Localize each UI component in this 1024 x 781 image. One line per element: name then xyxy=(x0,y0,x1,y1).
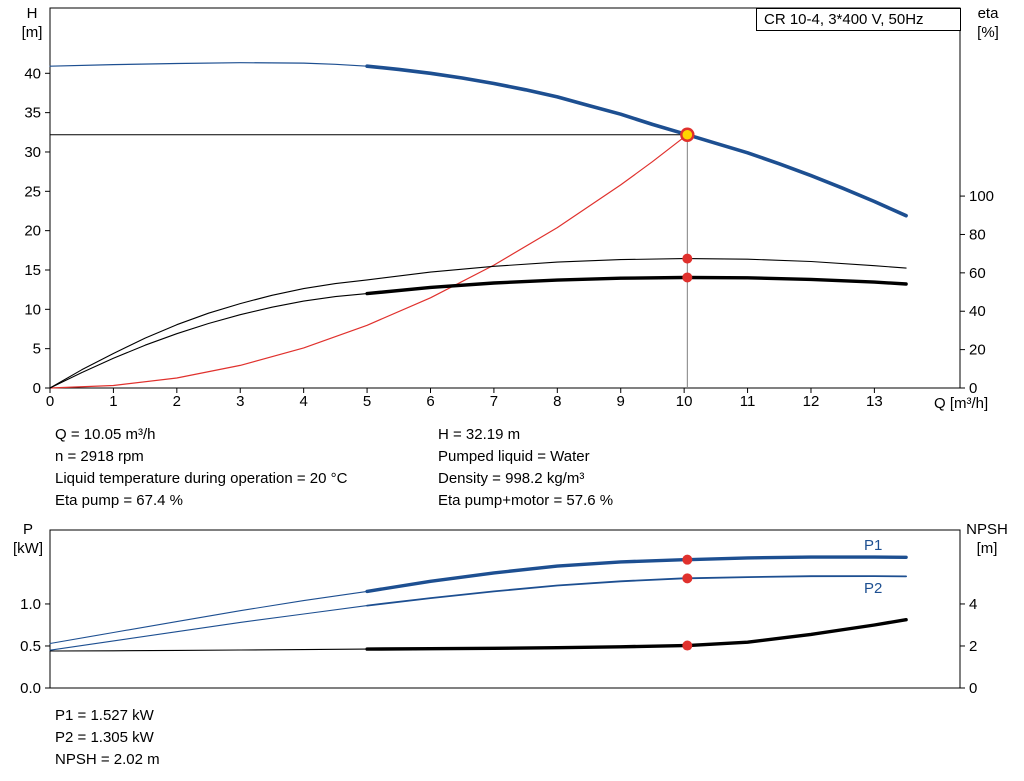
x-tick-label: 5 xyxy=(363,393,371,410)
info-pumped-liquid: Pumped liquid = Water xyxy=(438,448,590,465)
flow-axis-title: Q [m³/h] xyxy=(934,395,989,412)
power-axis-title-symbol: P xyxy=(22,521,33,538)
y-left-tick-label: 40 xyxy=(24,65,41,82)
info-head: H = 32.19 m xyxy=(438,426,521,443)
x-tick-label: 10 xyxy=(676,393,693,410)
x-tick-label: 8 xyxy=(553,393,561,410)
x-tick-label: 13 xyxy=(866,393,883,410)
eta-axis-title: eta [%] xyxy=(966,4,1010,42)
eta-pump-motor-curve-thin xyxy=(49,293,368,389)
y-left-tick-label: 30 xyxy=(24,144,41,161)
head-axis-title-symbol: H xyxy=(26,5,38,22)
operating-info-right: H = 32.19 m Pumped liquid = Water Densit… xyxy=(438,424,613,512)
eta-axis-title-symbol: eta xyxy=(977,5,999,22)
result-p2: P2 = 1.305 kW xyxy=(55,729,154,746)
power-npsh-chart: 0.0 0.5 1.0 0 2 4 xyxy=(20,529,977,697)
eta-pump-motor-curve xyxy=(365,275,908,296)
y-right-tick-label: 100 xyxy=(969,188,994,205)
info-eta-pump-motor: Eta pump+motor = 57.6 % xyxy=(438,492,614,509)
power-axis-title: P [kW] xyxy=(6,520,50,558)
head-efficiency-chart: 0 1 2 3 4 5 6 7 8 9 10 11 12 130510152025303540020406… xyxy=(24,7,994,410)
npsh-axis-title-symbol: NPSH xyxy=(966,521,1008,538)
head-axis-title-unit: [m] xyxy=(21,24,43,41)
operating-point[interactable] xyxy=(680,127,695,142)
y-right-tick-label: 4 xyxy=(969,596,977,613)
x-tick-label: 0 xyxy=(46,393,54,410)
plot-frame xyxy=(49,7,961,389)
plot-frame xyxy=(49,529,961,689)
x-tick-label: 7 xyxy=(490,393,498,410)
pump-title-box: CR 10-4, 3*400 V, 50Hz xyxy=(756,8,961,31)
x-tick-label: 4 xyxy=(299,393,307,410)
p2-curve-label: P2 xyxy=(864,580,883,597)
x-tick-label: 12 xyxy=(803,393,820,410)
eta-pump-motor-duty-dot xyxy=(682,272,693,283)
y-right-tick-label: 0 xyxy=(969,680,977,697)
results-block: P1 = 1.527 kW P2 = 1.305 kW NPSH = 2.02 … xyxy=(55,705,160,771)
y-left-tick-label: 0 xyxy=(33,380,41,397)
y-right-tick-label: 2 xyxy=(969,638,977,655)
power-axis-title-unit: [kW] xyxy=(13,540,43,557)
x-tick-label: 6 xyxy=(426,393,434,410)
y-right-tick-label: 20 xyxy=(969,342,986,359)
head-axis-title: H [m] xyxy=(12,4,52,42)
p2-curve-thin xyxy=(49,605,368,651)
p1-curve xyxy=(365,555,908,594)
info-speed: n = 2918 rpm xyxy=(55,448,144,465)
head-curve xyxy=(365,64,908,218)
x-tick-label: 1 xyxy=(109,393,117,410)
info-flow: Q = 10.05 m³/h xyxy=(55,426,156,443)
y-right-tick-label: 80 xyxy=(969,226,986,243)
y-left-tick-label: 25 xyxy=(24,183,41,200)
p2-duty-dot xyxy=(682,573,693,584)
operating-info-left: Q = 10.05 m³/h n = 2918 rpm Liquid tempe… xyxy=(55,424,347,512)
y-left-tick-label: 1.0 xyxy=(20,596,41,613)
y-left-tick-label: 5 xyxy=(33,341,41,358)
p1-curve-thin xyxy=(49,590,368,645)
y-right-tick-label: 60 xyxy=(969,265,986,282)
y-right-tick-label: 0 xyxy=(969,380,977,397)
y-left-tick-label: 10 xyxy=(24,301,41,318)
y-left-tick-label: 0.0 xyxy=(20,680,41,697)
y-left-tick-label: 35 xyxy=(24,105,41,122)
head-curve-thin xyxy=(49,62,368,67)
x-tick-label: 3 xyxy=(236,393,244,410)
result-p1: P1 = 1.527 kW xyxy=(55,707,154,724)
npsh-axis-title-unit: [m] xyxy=(976,540,998,557)
eta-pump-curve xyxy=(49,258,907,389)
y-left-tick-label: 0.5 xyxy=(20,638,41,655)
info-density: Density = 998.2 kg/m³ xyxy=(438,470,585,487)
x-tick-label: 2 xyxy=(173,393,181,410)
y-left-tick-label: 20 xyxy=(24,223,41,240)
y-right-tick-label: 40 xyxy=(969,303,986,320)
p1-curve-label: P1 xyxy=(864,537,883,554)
npsh-curve-thin xyxy=(49,648,368,652)
x-tick-label: 9 xyxy=(617,393,625,410)
eta-axis-title-unit: [%] xyxy=(977,24,999,41)
y-left-tick-label: 15 xyxy=(24,262,41,279)
result-npsh: NPSH = 2.02 m xyxy=(55,751,160,768)
npsh-curve xyxy=(365,618,908,651)
x-tick-label: 11 xyxy=(740,393,756,410)
npsh-duty-dot xyxy=(682,640,693,651)
system-curve xyxy=(49,134,688,389)
p1-duty-dot xyxy=(682,554,693,565)
npsh-axis-title: NPSH [m] xyxy=(956,520,1018,558)
info-liquid-temperature: Liquid temperature during operation = 20… xyxy=(55,470,348,487)
eta-pump-duty-dot xyxy=(682,253,693,264)
info-eta-pump: Eta pump = 67.4 % xyxy=(55,492,183,509)
